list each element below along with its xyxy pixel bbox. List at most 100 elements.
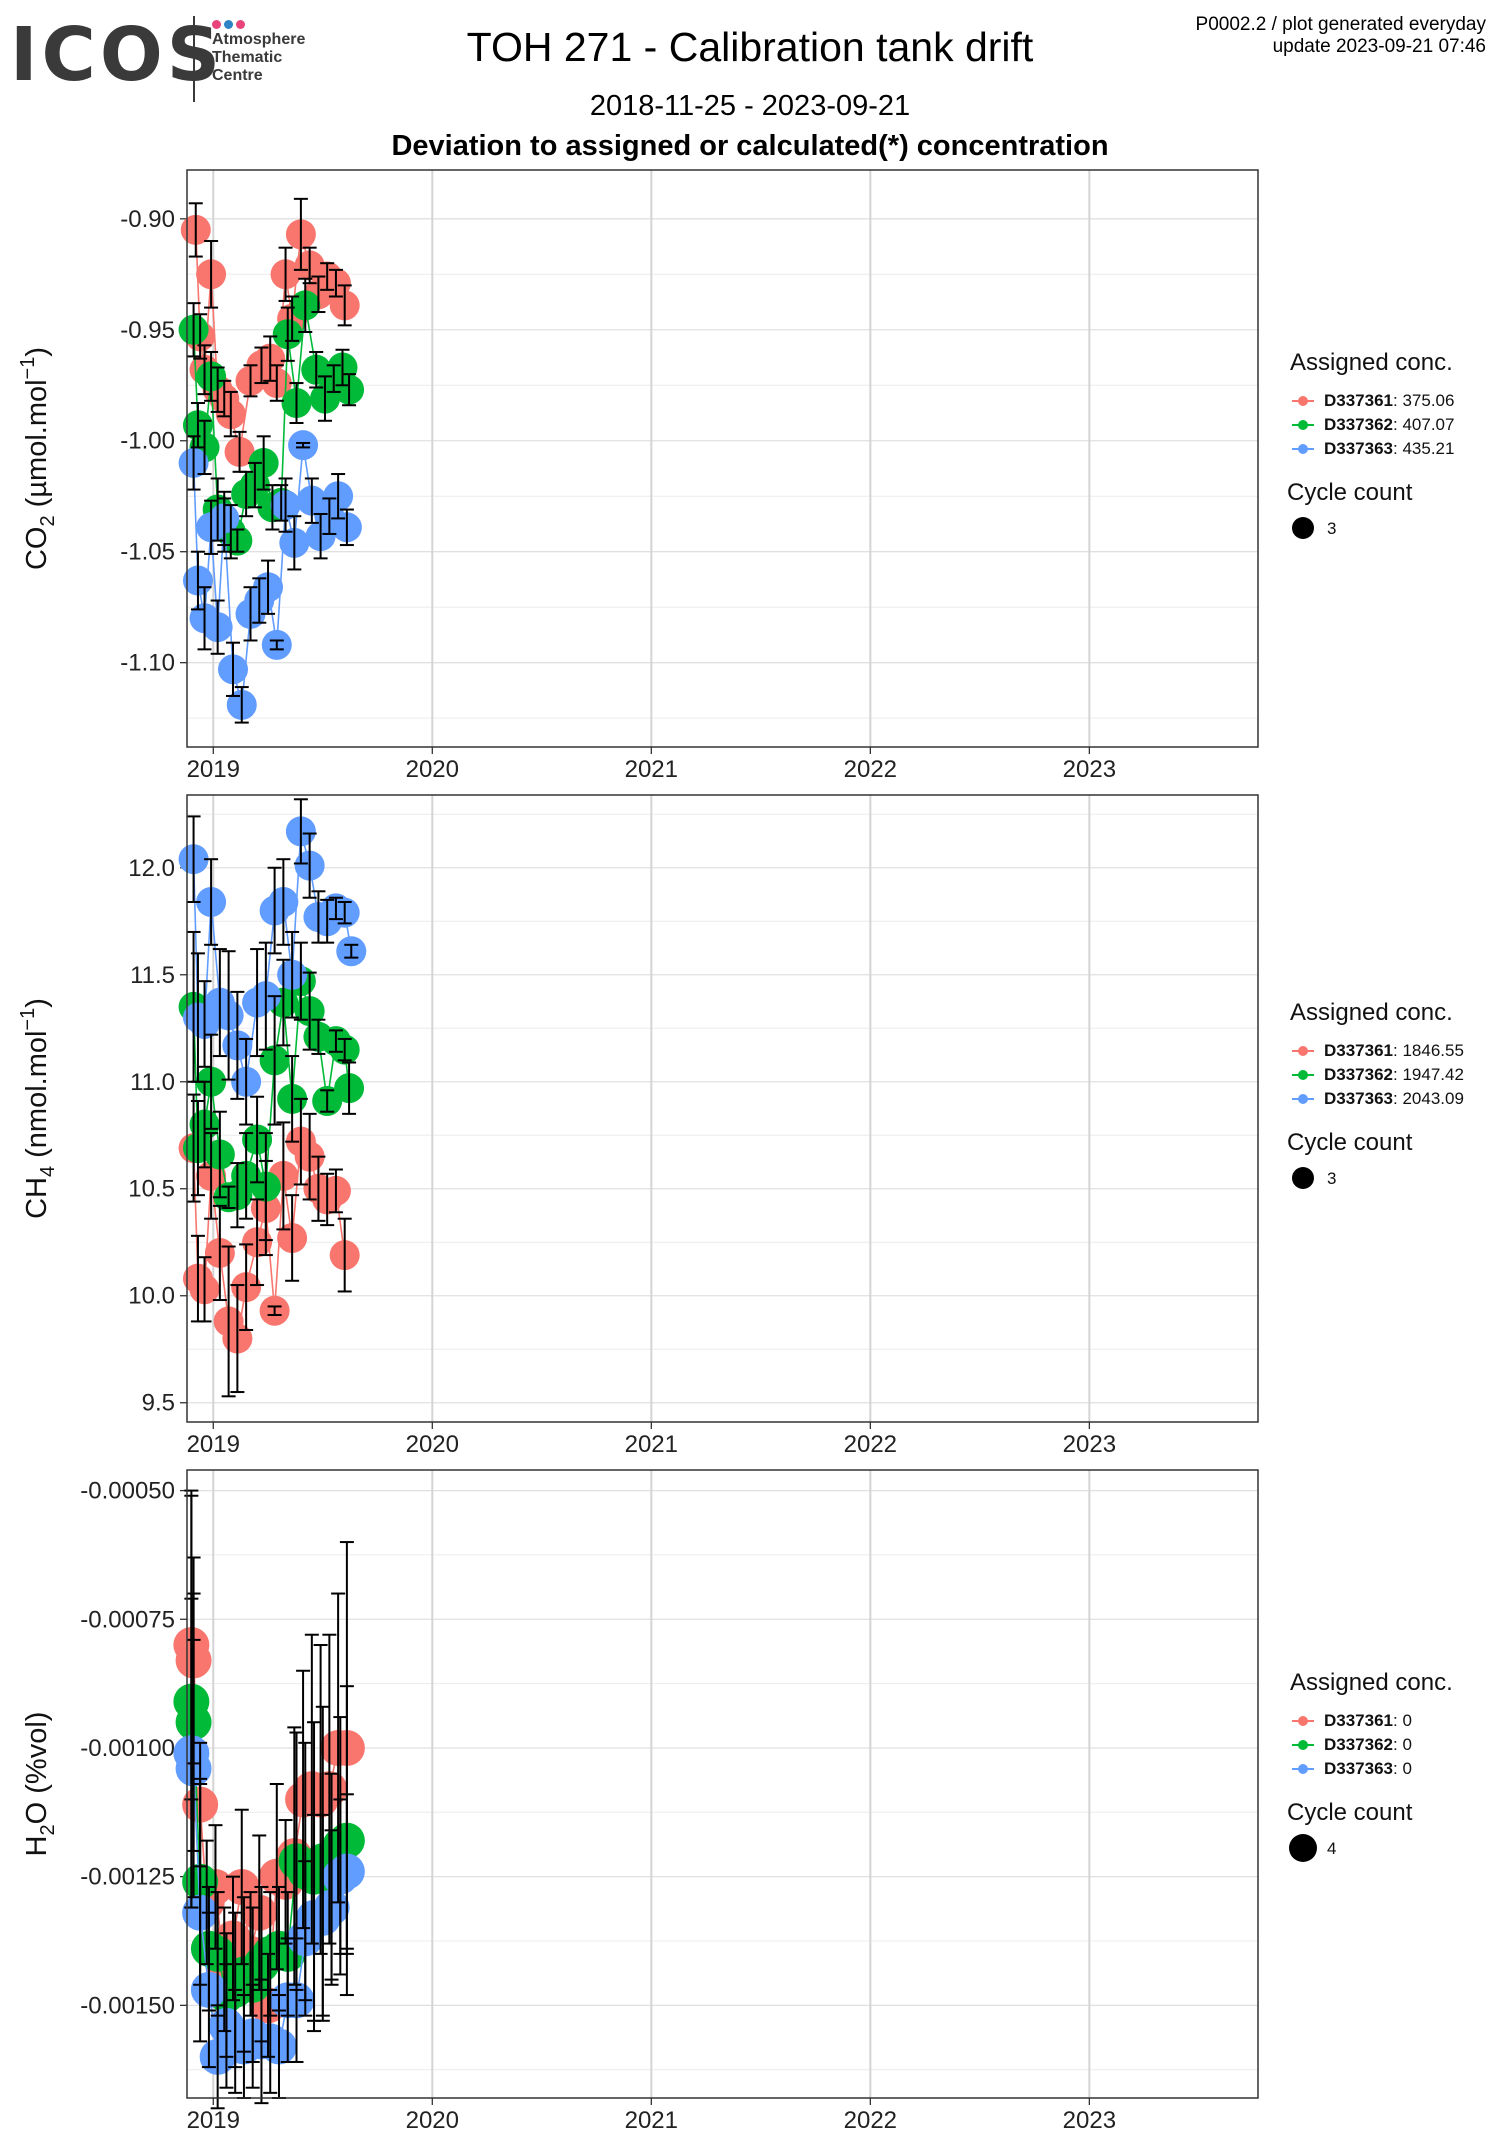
- figure-title: TOH 271 - Calibration tank drift: [466, 24, 1034, 70]
- logo-subtitle: Atmosphere Thematic Centre: [212, 31, 305, 85]
- legend-series-value: : 435.21: [1393, 439, 1454, 458]
- plot-background: [187, 795, 1258, 1422]
- legend-series-value: : 1846.55: [1393, 1041, 1464, 1060]
- y-tick-label: -1.10: [120, 650, 175, 677]
- logo-dots: [212, 16, 248, 34]
- legend-key-dot: [1298, 1716, 1308, 1726]
- chart-panel-1: -0.90 -0.95 -1.00 -1.05 -1.10 2019 2020 2021 202…: [17, 169, 1454, 783]
- size-legend-title: Cycle count: [1287, 1799, 1413, 1826]
- legend-item: D337363: 435.21: [1324, 439, 1454, 458]
- generation-info: P0002.2 / plot generated everyday update…: [1196, 14, 1486, 58]
- panel-border: [186, 169, 1259, 748]
- legend-item: D337362: 0: [1324, 1735, 1412, 1754]
- y-tick-label: -0.90: [120, 206, 175, 233]
- y-tick-label: -0.00150: [80, 1992, 175, 2019]
- x-tick-label: 2019: [187, 756, 240, 783]
- y-label-main: H: [21, 1835, 53, 1856]
- y-tick-label: 10.0: [128, 1283, 175, 1310]
- error-bars-D337363: [184, 1597, 354, 2110]
- error-bars-D337362: [186, 930, 357, 1242]
- y-label-unit: (nmol.mol: [21, 1031, 53, 1166]
- y-label-main: CO: [21, 527, 53, 571]
- legend-series-value: : 0: [1393, 1759, 1412, 1778]
- chart-panel-3: -0.00050 -0.00075 -0.00100 -0.00125 -0.00150…: [21, 1469, 1453, 2134]
- plot-background: [187, 170, 1258, 747]
- y-tick-label: 9.5: [142, 1390, 175, 1417]
- y-label-main: CH: [21, 1177, 53, 1219]
- legend-title: Assigned conc.: [1290, 1669, 1453, 1696]
- icos-logo: ICOS: [10, 12, 225, 98]
- error-bars-D337363: [186, 435, 354, 724]
- legend-series-value: : 0: [1393, 1711, 1412, 1730]
- legend-key-dot: [1298, 1740, 1308, 1750]
- y-label-close: ): [21, 998, 53, 1008]
- logo-dot: [212, 20, 221, 29]
- x-tick-label: 2020: [406, 1431, 459, 1458]
- legend-item: D337361: 375.06: [1324, 391, 1454, 410]
- y-label-subscript: 2: [37, 515, 59, 526]
- size-legend-value: 3: [1327, 1169, 1336, 1188]
- x-tick-label: 2021: [625, 2107, 678, 2134]
- y-label-unit: (µmol.mol: [21, 379, 53, 515]
- y-tick-label: 12.0: [128, 855, 175, 882]
- y-label-superscript: −1: [17, 357, 39, 380]
- y-tick-label: 11.5: [130, 962, 175, 989]
- legend-item: D337362: 1947.42: [1324, 1065, 1464, 1084]
- legend-series-value: : 375.06: [1393, 391, 1454, 410]
- figure-header: ICOS Atmosphere Thematic Centre TOH 271 …: [0, 0, 1500, 162]
- logo-dot: [224, 20, 233, 29]
- x-tick-label: 2023: [1063, 756, 1116, 783]
- update-timestamp: update 2023-09-21 07:46: [1272, 36, 1486, 57]
- y-label-subscript: 2: [37, 1824, 59, 1835]
- error-bars-D337362: [186, 277, 357, 560]
- plot-background: [187, 1470, 1258, 2098]
- legend-series-value: : 407.07: [1393, 415, 1454, 434]
- error-bars-D337363: [186, 798, 359, 1126]
- y-axis-label: H2O (%vol): [21, 1712, 59, 1857]
- legend-series-name: D337361: [1324, 1711, 1393, 1730]
- y-tick-label: -0.95: [120, 317, 175, 344]
- y-label-close: ): [21, 347, 53, 357]
- y-tick-label: -0.00125: [80, 1864, 175, 1891]
- legend-series-name: D337361: [1324, 391, 1393, 410]
- y-label-subscript: 4: [37, 1166, 59, 1177]
- x-tick-label: 2023: [1063, 2107, 1116, 2134]
- x-tick-label: 2022: [844, 2107, 897, 2134]
- plot-id-text: P0002.2 / plot generated everyday: [1195, 14, 1486, 35]
- x-tick-label: 2020: [406, 756, 459, 783]
- logo-divider: [193, 16, 195, 102]
- x-tick-label: 2023: [1063, 1431, 1116, 1458]
- legend-series-name: D337362: [1324, 1065, 1393, 1084]
- legend-key-dot: [1298, 1070, 1308, 1080]
- logo-subtitle-line: Atmosphere: [212, 31, 306, 48]
- x-tick-label: 2022: [844, 1431, 897, 1458]
- x-tick-label: 2021: [625, 1431, 678, 1458]
- legend-key-dot: [1298, 1094, 1308, 1104]
- y-tick-label: -0.00100: [80, 1735, 175, 1762]
- size-legend-value: 3: [1327, 519, 1336, 538]
- panel-border: [186, 794, 1259, 1423]
- y-tick-label: -0.00050: [80, 1478, 175, 1505]
- legend-item: D337362: 407.07: [1324, 415, 1454, 434]
- legend-series-name: D337361: [1324, 1041, 1393, 1060]
- legend-key-dot: [1298, 396, 1308, 406]
- legend-key-dot: [1298, 444, 1308, 454]
- size-legend-value: 4: [1327, 1839, 1336, 1858]
- panel-border: [186, 1469, 1259, 2099]
- size-legend-dot: [1289, 1834, 1317, 1862]
- y-axis-label: CO2 (µmol.mol−1): [17, 347, 59, 570]
- y-tick-label: 11.0: [130, 1069, 175, 1096]
- legend-series-name: D337363: [1324, 1759, 1393, 1778]
- legend-series-value: : 0: [1393, 1735, 1412, 1754]
- legend-item: D337363: 2043.09: [1324, 1089, 1464, 1108]
- y-label-unit: O (%vol): [21, 1712, 53, 1825]
- logo-subtitle-line: Thematic: [212, 49, 283, 66]
- legend-key-dot: [1298, 1046, 1308, 1056]
- x-tick-label: 2019: [187, 1431, 240, 1458]
- y-axis-label: CH4 (nmol.mol−1): [17, 998, 59, 1219]
- legend-title: Assigned conc.: [1290, 999, 1453, 1026]
- y-label-superscript: −1: [17, 1008, 39, 1031]
